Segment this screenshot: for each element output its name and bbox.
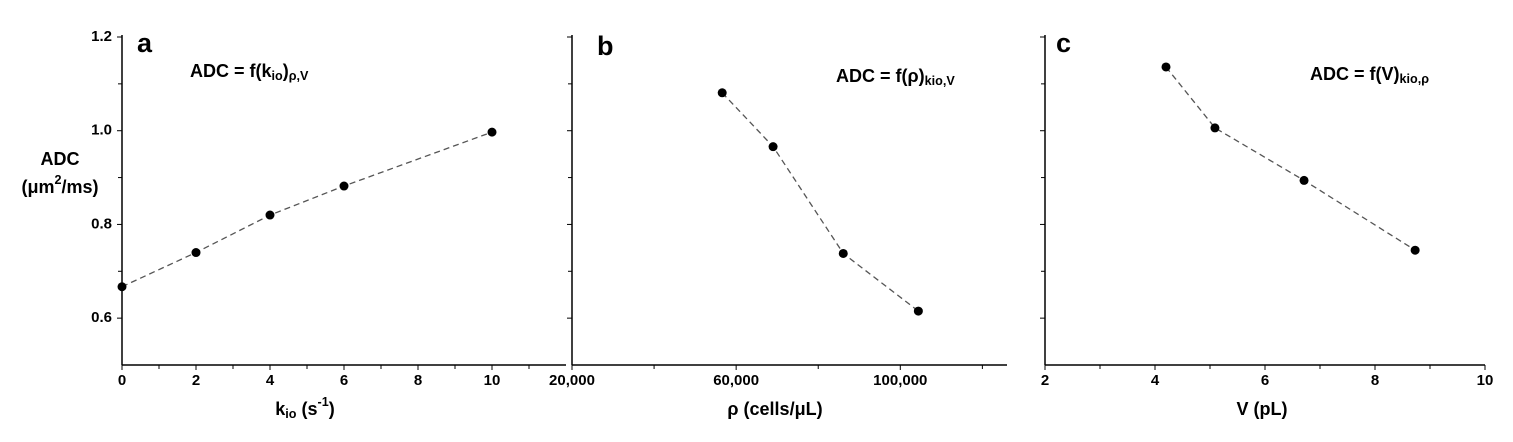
panel-label: a xyxy=(137,28,153,58)
annotation-part: ) xyxy=(283,61,289,81)
y-tick-label: 0.8 xyxy=(91,215,112,232)
x-axis-label-part: (s xyxy=(297,399,318,419)
y-axis-label-part: /ms) xyxy=(62,177,99,197)
data-point xyxy=(1299,175,1309,185)
data-point xyxy=(117,282,127,292)
annotation-part: ADC = f(ρ) xyxy=(836,66,925,86)
x-tick-label: 10 xyxy=(1477,372,1494,389)
annotation: ADC = f(kio)ρ,V xyxy=(190,61,309,84)
x-tick-label: 10 xyxy=(484,372,501,389)
x-axis-label: kio (s-1) xyxy=(275,395,334,421)
x-tick-label: 60,000 xyxy=(713,372,759,389)
x-axis-label: ρ (cells/μL) xyxy=(727,399,822,419)
y-axis-label-part: 2 xyxy=(54,173,61,187)
fit-line xyxy=(721,92,919,312)
annotation-part: io xyxy=(272,69,283,83)
x-tick-label: 100,000 xyxy=(873,372,927,389)
y-tick-label: 1.2 xyxy=(91,28,112,45)
x-tick-label: 6 xyxy=(1261,372,1269,389)
x-tick-label: 6 xyxy=(340,372,348,389)
y-tick-label: 0.6 xyxy=(91,309,112,326)
annotation: ADC = f(V)kio,ρ xyxy=(1310,64,1429,87)
y-tick-label: 1.0 xyxy=(91,122,112,139)
data-point xyxy=(1210,123,1220,133)
data-point xyxy=(768,142,778,152)
y-axis-label: (μm2/ms) xyxy=(21,173,98,196)
y-axis-label-part: (μm xyxy=(21,177,54,197)
data-point xyxy=(838,248,848,258)
x-tick-label: 8 xyxy=(414,372,422,389)
panel-label: c xyxy=(1056,28,1071,58)
y-axis-label: ADC xyxy=(41,149,80,169)
annotation: ADC = f(ρ)kio,V xyxy=(836,66,955,89)
data-point xyxy=(265,210,275,220)
x-axis-label-part: k xyxy=(275,399,286,419)
x-tick-label: 0 xyxy=(118,372,126,389)
x-tick-label: 4 xyxy=(1151,372,1160,389)
x-axis-label-part: ) xyxy=(329,399,335,419)
x-tick-label: 4 xyxy=(266,372,275,389)
x-tick-label: 2 xyxy=(192,372,200,389)
fit-line xyxy=(1165,66,1416,251)
data-point xyxy=(1410,245,1420,255)
x-axis-label: V (pL) xyxy=(1237,399,1288,419)
annotation-part: ADC = f(k xyxy=(190,61,272,81)
x-tick-label: 20,000 xyxy=(549,372,595,389)
x-tick-label: 8 xyxy=(1371,372,1379,389)
annotation-part: kio,ρ xyxy=(1400,72,1430,86)
panel-label: b xyxy=(597,31,614,61)
data-point xyxy=(913,306,923,316)
x-axis-label-part: -1 xyxy=(318,395,329,409)
x-tick-label: 2 xyxy=(1041,372,1049,389)
x-axis-label-part: io xyxy=(285,407,296,421)
data-point xyxy=(717,88,727,98)
annotation-part: kio,V xyxy=(925,74,956,88)
x-axis-label-part: ρ (cells/μL) xyxy=(727,399,822,419)
data-point xyxy=(191,248,201,258)
fit-line xyxy=(121,131,493,288)
data-point xyxy=(1161,62,1171,72)
annotation-part: ADC = f(V) xyxy=(1310,64,1400,84)
data-point xyxy=(487,127,497,137)
x-axis-label-part: V (pL) xyxy=(1237,399,1288,419)
data-point xyxy=(339,181,349,191)
annotation-part: ρ,V xyxy=(289,69,309,83)
